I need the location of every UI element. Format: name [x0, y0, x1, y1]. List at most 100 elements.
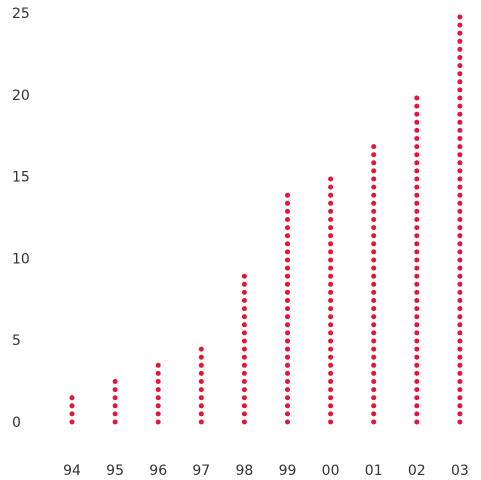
- data-point: [414, 338, 420, 344]
- data-point: [285, 346, 290, 352]
- data-point: [328, 314, 334, 320]
- data-point: [457, 403, 463, 409]
- data-point: [328, 208, 334, 214]
- data-point: [457, 63, 463, 69]
- data-point: [414, 192, 420, 198]
- data-point: [155, 395, 161, 401]
- data-point: [414, 265, 420, 271]
- data-point: [457, 387, 463, 393]
- data-point: [285, 387, 290, 393]
- data-point: [371, 403, 377, 409]
- data-point: [328, 265, 334, 271]
- data-point: [285, 354, 290, 360]
- dot-column-03: [457, 14, 463, 425]
- data-point: [414, 370, 420, 376]
- data-point: [457, 136, 463, 141]
- y-tick-label: 25: [12, 6, 30, 22]
- data-point: [371, 152, 377, 158]
- data-point: [241, 370, 247, 376]
- data-point: [285, 370, 290, 376]
- data-point: [414, 208, 420, 214]
- data-point: [414, 200, 420, 206]
- dot-column-02: [414, 95, 420, 425]
- data-point: [198, 411, 204, 417]
- data-point: [457, 176, 463, 182]
- data-point: [371, 370, 377, 376]
- x-tick-label: 99: [279, 463, 297, 479]
- data-point: [285, 208, 290, 214]
- data-point: [285, 257, 290, 263]
- data-point: [457, 192, 463, 198]
- x-tick-label: 94: [63, 463, 81, 479]
- data-point: [371, 184, 377, 190]
- data-point: [285, 249, 290, 255]
- data-point: [414, 419, 420, 425]
- data-point: [371, 225, 377, 231]
- data-point: [457, 330, 463, 336]
- data-point: [414, 362, 420, 368]
- data-point: [414, 160, 420, 166]
- data-point: [69, 411, 75, 417]
- data-point: [241, 354, 247, 360]
- data-point: [112, 403, 118, 409]
- data-point: [328, 281, 334, 287]
- data-point: [285, 395, 290, 401]
- data-point: [414, 233, 420, 239]
- data-point: [414, 281, 420, 287]
- data-point: [371, 322, 377, 328]
- data-point: [457, 379, 463, 384]
- data-point: [457, 38, 463, 44]
- data-point: [457, 289, 463, 295]
- data-point: [414, 395, 420, 401]
- data-point: [457, 241, 463, 247]
- dot-column-96: [155, 362, 161, 425]
- data-point: [285, 241, 290, 247]
- y-tick-label: 5: [12, 333, 21, 349]
- data-point: [457, 55, 463, 60]
- data-point: [241, 403, 247, 409]
- dot-column-95: [112, 379, 118, 425]
- data-point: [241, 298, 247, 303]
- data-point: [328, 257, 334, 263]
- data-point: [155, 362, 161, 368]
- data-point: [457, 22, 463, 28]
- dot-column-99: [285, 192, 290, 425]
- data-point: [414, 225, 420, 231]
- data-point: [414, 152, 420, 158]
- data-point: [285, 403, 290, 409]
- data-point: [457, 30, 463, 36]
- data-point: [414, 379, 420, 384]
- data-point: [371, 314, 377, 320]
- x-tick-label: 00: [322, 463, 340, 479]
- data-point: [241, 289, 247, 295]
- data-point: [285, 225, 290, 231]
- data-point: [241, 411, 247, 417]
- data-point: [371, 338, 377, 344]
- x-tick-label: 96: [149, 463, 167, 479]
- data-point: [328, 411, 334, 417]
- data-point: [285, 322, 290, 328]
- data-point: [457, 103, 463, 109]
- data-point: [457, 249, 463, 255]
- data-point: [285, 314, 290, 320]
- x-tick-label: 01: [365, 463, 383, 479]
- data-point: [241, 362, 247, 368]
- data-point: [414, 354, 420, 360]
- y-tick-label: 20: [12, 88, 30, 104]
- data-point: [457, 184, 463, 190]
- data-point: [328, 370, 334, 376]
- data-point: [371, 273, 377, 279]
- data-point: [457, 152, 463, 158]
- data-point: [328, 395, 334, 401]
- data-point: [328, 338, 334, 344]
- data-point: [155, 419, 161, 425]
- data-point: [285, 306, 290, 312]
- data-point: [328, 200, 334, 206]
- data-point: [285, 330, 290, 336]
- data-point: [328, 217, 334, 222]
- data-point: [112, 411, 118, 417]
- data-point: [414, 330, 420, 336]
- data-point: [328, 176, 334, 182]
- data-point: [241, 306, 247, 312]
